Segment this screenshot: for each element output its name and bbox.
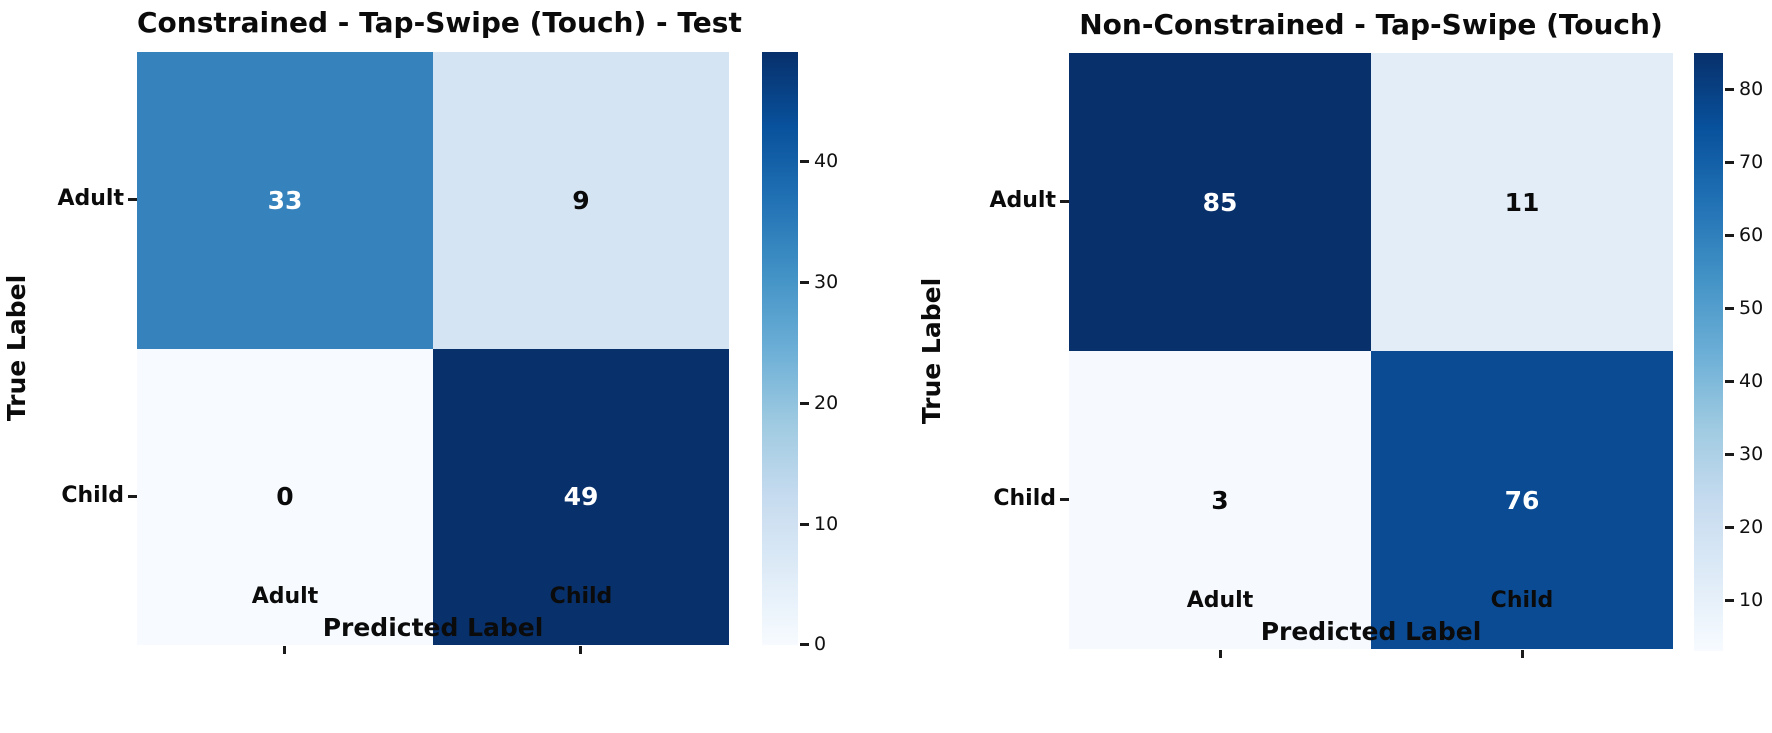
y-tick-label: Child bbox=[61, 483, 124, 508]
x-tick-label: Adult bbox=[1186, 588, 1254, 613]
x-tick-mark bbox=[579, 646, 582, 654]
heatmap-cell: 49 bbox=[433, 348, 729, 645]
colorbar bbox=[1694, 53, 1723, 651]
y-tick-label: Child bbox=[993, 486, 1056, 511]
y-tick-label: Adult bbox=[989, 188, 1057, 213]
y-tick-mark bbox=[1060, 200, 1069, 203]
heatmap-cell: 3 bbox=[1069, 351, 1371, 649]
x-tick-mark bbox=[283, 646, 286, 654]
colorbar-tick-label: 80 bbox=[1739, 78, 1764, 100]
colorbar-tick-mark bbox=[1725, 453, 1734, 456]
x-tick-label: Child bbox=[1490, 588, 1554, 613]
colorbar-tick-mark bbox=[800, 643, 809, 646]
panel-non-constrained: Non-Constrained - Tap-Swipe (Touch) True… bbox=[886, 0, 1772, 733]
y-tick-label: Adult bbox=[57, 186, 125, 211]
panel-constrained: Constrained - Tap-Swipe (Touch) - Test T… bbox=[2, 6, 839, 655]
x-axis-title: Predicted Label bbox=[1260, 617, 1482, 646]
colorbar-tick-mark bbox=[800, 160, 809, 163]
colorbar-tick-mark bbox=[1725, 234, 1734, 237]
colorbar-tick-mark bbox=[1725, 599, 1734, 602]
colorbar-tick-label: 40 bbox=[814, 150, 839, 172]
colorbar bbox=[762, 52, 798, 645]
colorbar-tick-mark bbox=[800, 523, 809, 526]
chart-title: Constrained - Tap-Swipe (Touch) - Test bbox=[137, 6, 742, 39]
y-axis-title: True Label bbox=[2, 274, 31, 422]
chart-title: Non-Constrained - Tap-Swipe (Touch) bbox=[1079, 8, 1663, 41]
colorbar-tick-label: 70 bbox=[1739, 151, 1764, 173]
x-tick-label: Child bbox=[549, 584, 613, 609]
colorbar-tick-mark bbox=[1725, 88, 1734, 91]
heatmap-cell: 0 bbox=[137, 348, 433, 645]
colorbar-tick-mark bbox=[1725, 526, 1734, 529]
colorbar-tick-label: 20 bbox=[814, 392, 839, 414]
colorbar-tick-mark bbox=[800, 281, 809, 284]
colorbar-tick-label: 60 bbox=[1739, 224, 1764, 246]
colorbar-tick-mark bbox=[1725, 380, 1734, 383]
x-tick-mark bbox=[1219, 650, 1222, 658]
heatmap-cell: 11 bbox=[1371, 53, 1673, 351]
x-tick-mark bbox=[1521, 650, 1524, 658]
colorbar-tick-label: 10 bbox=[814, 513, 839, 535]
y-axis-title: True Label bbox=[917, 277, 946, 425]
heatmap-cell: 76 bbox=[1371, 351, 1673, 649]
colorbar-tick-mark bbox=[800, 402, 809, 405]
colorbar-tick-label: 50 bbox=[1739, 297, 1764, 319]
colorbar-tick-label: 40 bbox=[1739, 370, 1764, 392]
colorbar-tick-label: 0 bbox=[814, 633, 827, 655]
colorbar-tick-label: 30 bbox=[814, 271, 839, 293]
colorbar-tick-label: 20 bbox=[1739, 516, 1764, 538]
y-tick-mark bbox=[128, 495, 137, 498]
y-tick-mark bbox=[1060, 498, 1069, 501]
colorbar-tick-mark bbox=[1725, 307, 1734, 310]
confusion-matrix: 85 11 3 76 bbox=[1069, 53, 1673, 649]
colorbar-tick-label: 10 bbox=[1739, 589, 1764, 611]
colorbar-tick-mark bbox=[1725, 161, 1734, 164]
x-axis-title: Predicted Label bbox=[322, 613, 544, 642]
heatmap-cell: 85 bbox=[1069, 53, 1371, 351]
heatmap-cell: 33 bbox=[137, 52, 433, 349]
colorbar-tick-label: 30 bbox=[1739, 443, 1764, 465]
y-tick-mark bbox=[128, 198, 137, 201]
heatmap-cell: 9 bbox=[433, 52, 729, 349]
confusion-matrix: 33 9 0 49 bbox=[137, 52, 729, 645]
x-tick-label: Adult bbox=[251, 584, 319, 609]
